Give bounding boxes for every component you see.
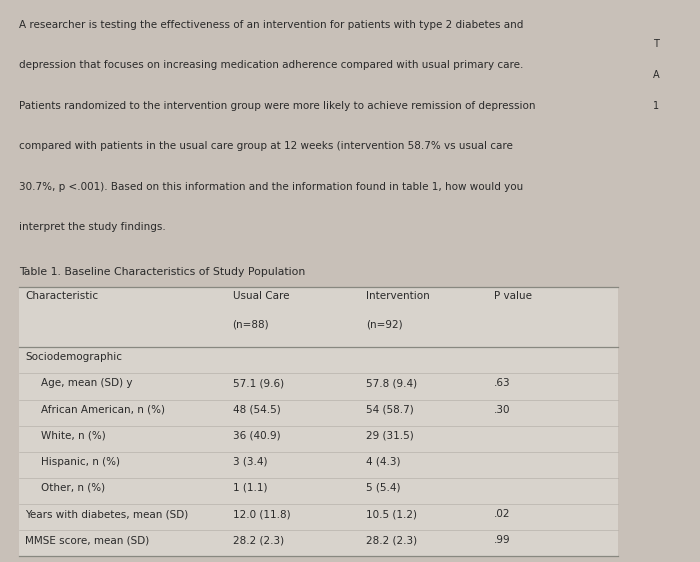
Bar <box>19 287 618 556</box>
Text: 28.2 (2.3): 28.2 (2.3) <box>232 535 284 545</box>
Text: MMSE score, mean (SD): MMSE score, mean (SD) <box>25 535 150 545</box>
Text: 28.2 (2.3): 28.2 (2.3) <box>366 535 417 545</box>
Text: .99: .99 <box>494 535 510 545</box>
Text: Sociodemographic: Sociodemographic <box>25 352 122 362</box>
Text: depression that focuses on increasing medication adherence compared with usual p: depression that focuses on increasing me… <box>19 60 524 70</box>
Text: interpret the study findings.: interpret the study findings. <box>19 222 166 232</box>
Text: compared with patients in the usual care group at 12 weeks (intervention 58.7% v: compared with patients in the usual care… <box>19 141 513 151</box>
Text: 36 (40.9): 36 (40.9) <box>232 430 280 441</box>
Text: 1: 1 <box>652 101 659 111</box>
Text: .02: .02 <box>494 509 510 519</box>
Text: .30: .30 <box>494 405 510 415</box>
Text: Usual Care: Usual Care <box>232 291 289 301</box>
Text: 12.0 (11.8): 12.0 (11.8) <box>232 509 290 519</box>
Text: Age, mean (SD) y: Age, mean (SD) y <box>41 378 133 388</box>
Text: 10.5 (1.2): 10.5 (1.2) <box>366 509 417 519</box>
Text: 57.8 (9.4): 57.8 (9.4) <box>366 378 417 388</box>
Text: African American, n (%): African American, n (%) <box>41 405 165 415</box>
Text: (n=92): (n=92) <box>366 319 403 329</box>
Text: Other, n (%): Other, n (%) <box>41 483 106 493</box>
Text: P value: P value <box>494 291 532 301</box>
Text: 48 (54.5): 48 (54.5) <box>232 405 280 415</box>
Text: (n=88): (n=88) <box>232 319 269 329</box>
Text: 30.7%, p <.001). Based on this information and the information found in table 1,: 30.7%, p <.001). Based on this informati… <box>19 182 524 192</box>
Text: 4 (4.3): 4 (4.3) <box>366 457 401 467</box>
Text: Hispanic, n (%): Hispanic, n (%) <box>41 457 120 467</box>
Text: White, n (%): White, n (%) <box>41 430 106 441</box>
Text: 3 (3.4): 3 (3.4) <box>232 457 267 467</box>
Text: Intervention: Intervention <box>366 291 430 301</box>
Text: .63: .63 <box>494 378 510 388</box>
Text: 54 (58.7): 54 (58.7) <box>366 405 414 415</box>
Text: T: T <box>652 39 659 49</box>
Text: Years with diabetes, mean (SD): Years with diabetes, mean (SD) <box>25 509 189 519</box>
Text: Table 1. Baseline Characteristics of Study Population: Table 1. Baseline Characteristics of Stu… <box>19 267 305 277</box>
Text: 5 (5.4): 5 (5.4) <box>366 483 401 493</box>
Text: 1 (1.1): 1 (1.1) <box>232 483 267 493</box>
Text: 57.1 (9.6): 57.1 (9.6) <box>232 378 284 388</box>
Text: Patients randomized to the intervention group were more likely to achieve remiss: Patients randomized to the intervention … <box>19 101 536 111</box>
Text: A: A <box>652 70 659 80</box>
Text: 29 (31.5): 29 (31.5) <box>366 430 414 441</box>
Text: Characteristic: Characteristic <box>25 291 99 301</box>
Text: A researcher is testing the effectiveness of an intervention for patients with t: A researcher is testing the effectivenes… <box>19 20 524 30</box>
